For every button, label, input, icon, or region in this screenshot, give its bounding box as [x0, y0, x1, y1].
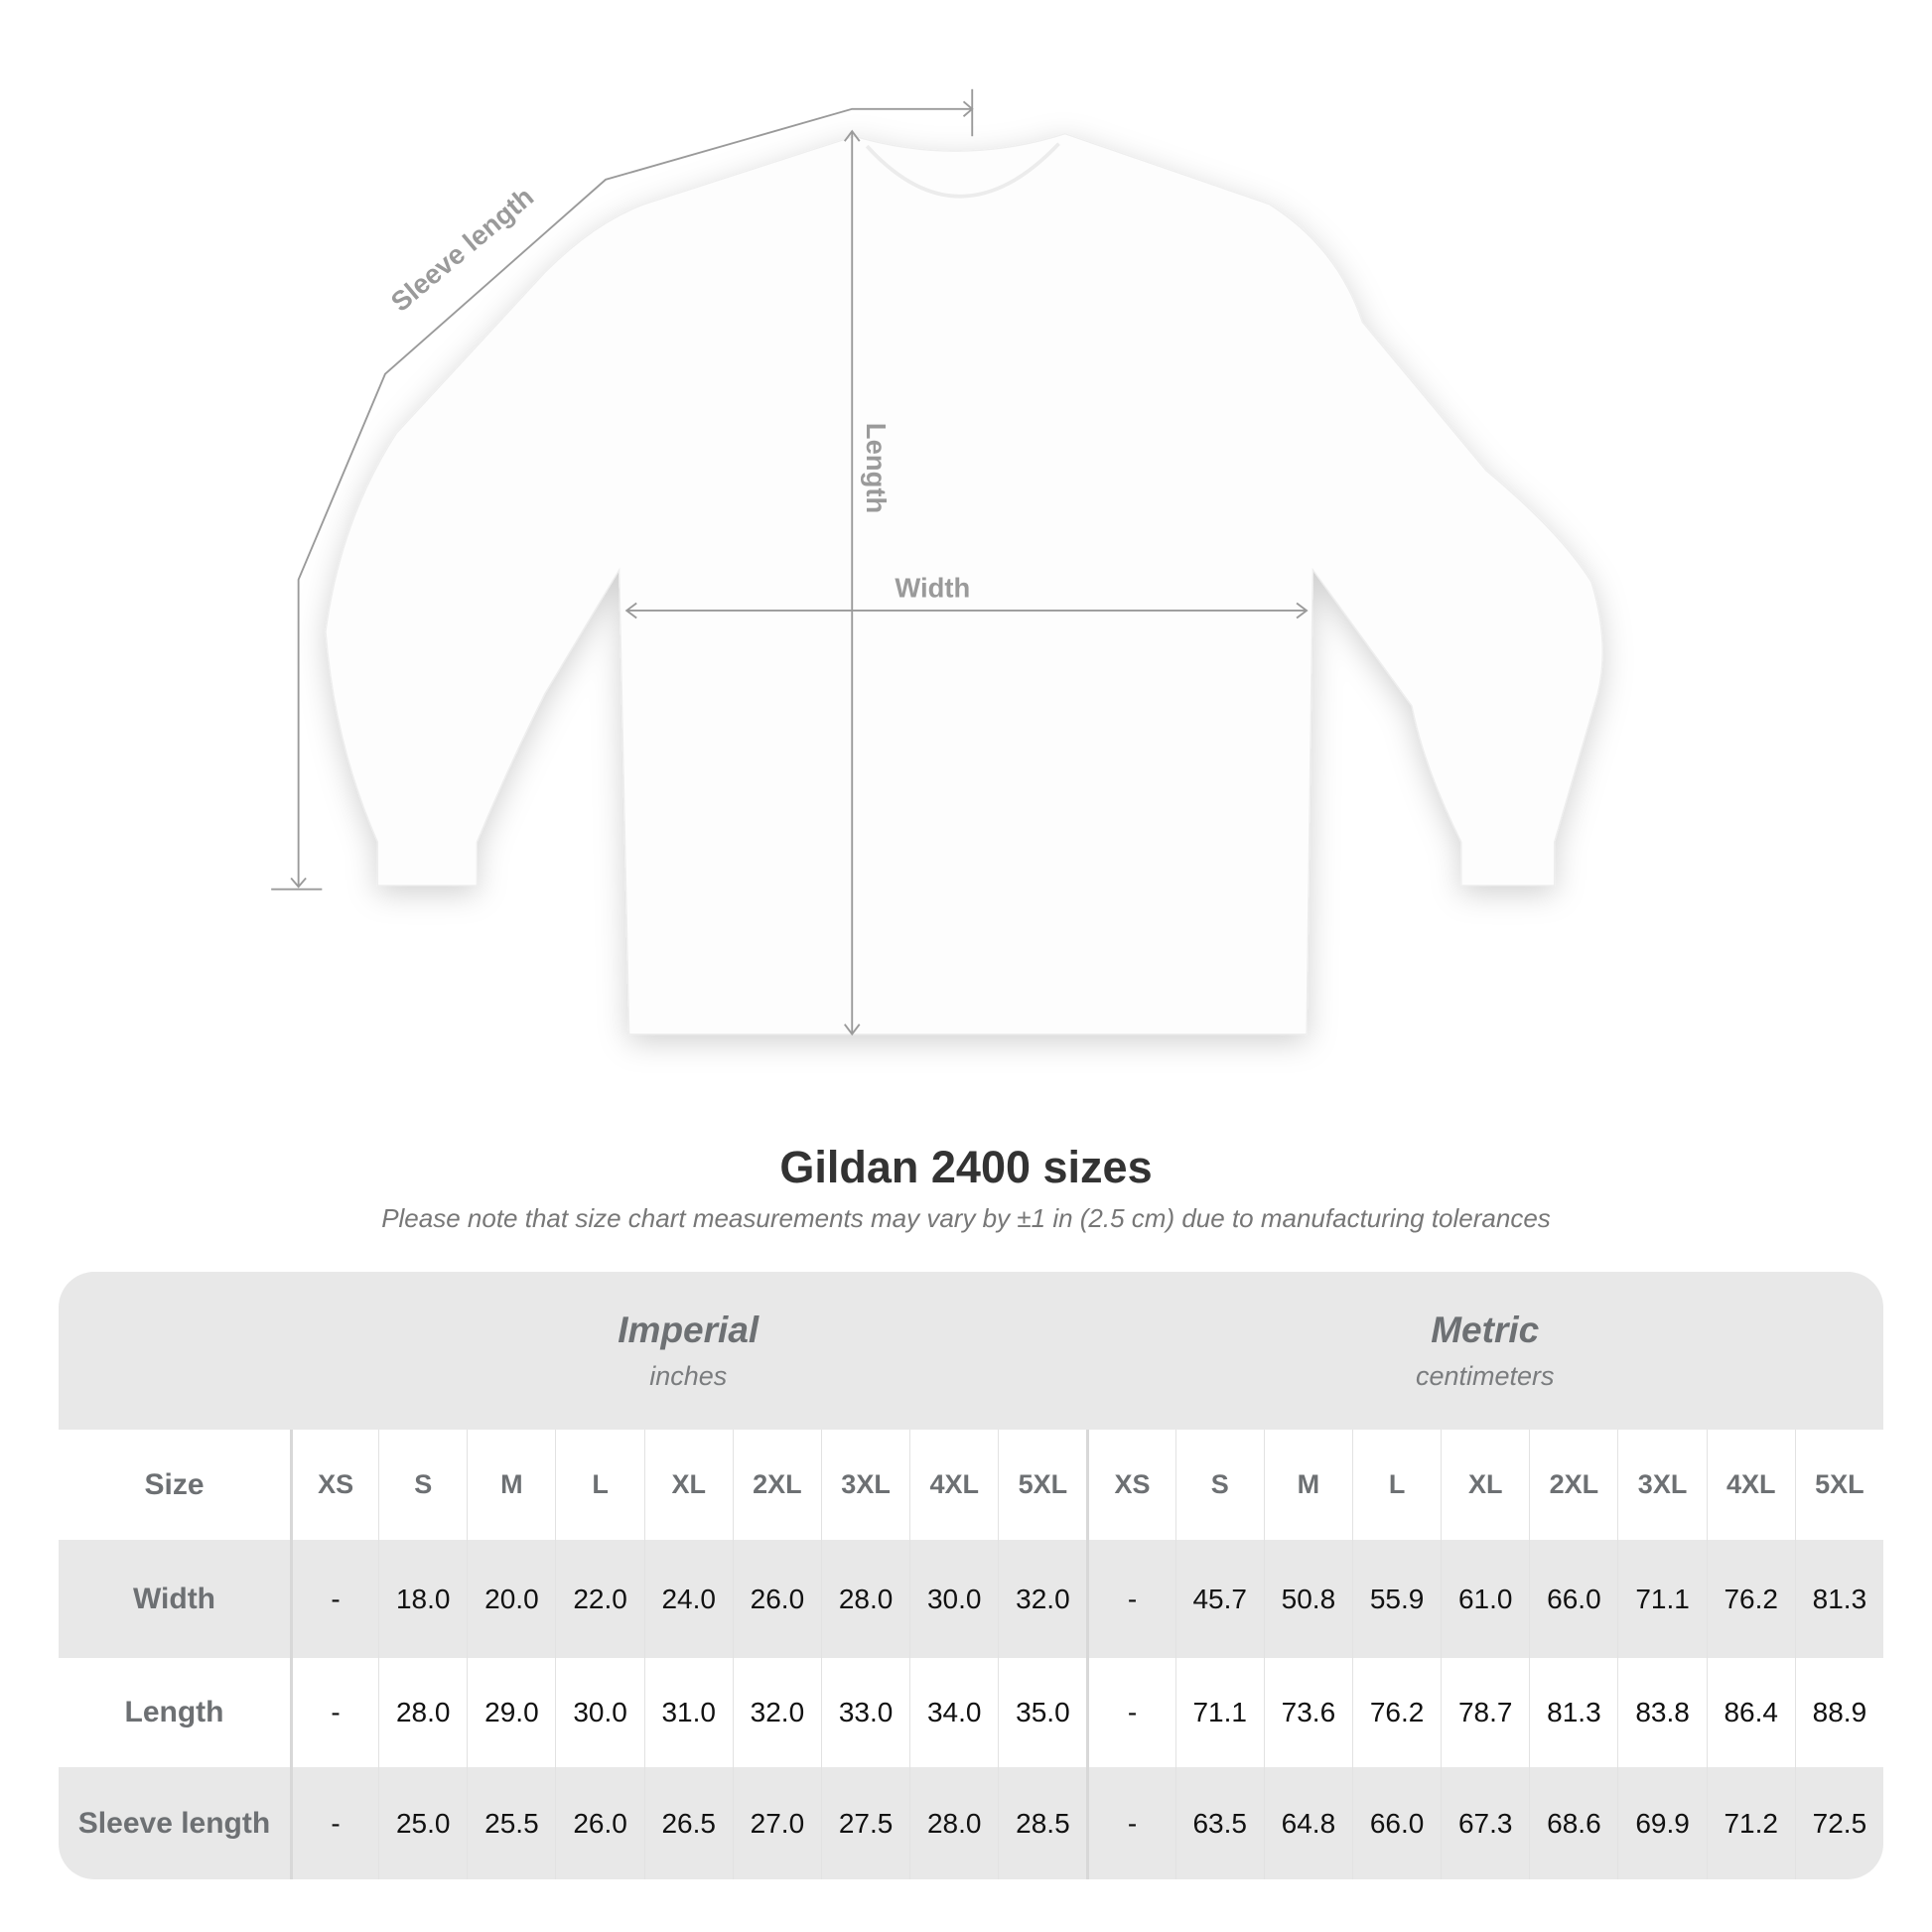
table-cell: 69.9 — [1617, 1767, 1707, 1879]
table-cell: 83.8 — [1617, 1658, 1706, 1767]
table-cell: 72.5 — [1794, 1767, 1883, 1879]
table-cell: 81.3 — [1794, 1540, 1883, 1658]
table-cell: 64.8 — [1263, 1767, 1352, 1879]
size-header-imperial-5xl: 5XL — [998, 1430, 1086, 1540]
table-cell: 25.0 — [378, 1767, 468, 1879]
table-cell: 29.0 — [467, 1658, 555, 1767]
size-header-metric-2xl: 2XL — [1529, 1430, 1617, 1540]
table-cell: 35.0 — [998, 1658, 1086, 1767]
size-header-imperial-xl: XL — [643, 1430, 733, 1540]
size-header-label: Size — [144, 1467, 205, 1501]
imperial-unit: inches — [649, 1361, 728, 1391]
table-cell: - — [1086, 1658, 1174, 1767]
table-cell: 32.0 — [998, 1540, 1087, 1658]
table-cell: 31.0 — [643, 1658, 733, 1767]
imperial-title: Imperial — [618, 1310, 759, 1350]
size-header-imperial-2xl: 2XL — [732, 1430, 821, 1540]
table-cell: 78.7 — [1441, 1658, 1529, 1767]
size-header-imperial-3xl: 3XL — [820, 1430, 909, 1540]
measurement-lines — [271, 88, 1309, 1036]
size-header-imperial-xs: XS — [290, 1430, 378, 1540]
size-header-metric-xs: XS — [1086, 1430, 1174, 1540]
table-cell: 30.0 — [909, 1540, 999, 1658]
collar — [865, 142, 1060, 199]
header-blank — [59, 1272, 290, 1430]
table-cell: 66.0 — [1529, 1540, 1618, 1658]
table-cell: 28.0 — [909, 1767, 999, 1879]
table-cell: 18.0 — [378, 1540, 468, 1658]
size-header-metric-4xl: 4XL — [1706, 1430, 1795, 1540]
size-header-metric-3xl: 3XL — [1617, 1430, 1706, 1540]
metric-unit: centimeters — [1415, 1361, 1555, 1391]
table-cell: 24.0 — [643, 1540, 733, 1658]
table-cell: 26.0 — [732, 1540, 821, 1658]
size-header-metric-m: M — [1263, 1430, 1352, 1540]
table-cell: 68.6 — [1529, 1767, 1618, 1879]
table-cell: - — [1086, 1767, 1175, 1879]
chart-title: Gildan 2400 sizes — [779, 1142, 1153, 1192]
table-cell: - — [1086, 1540, 1175, 1658]
size-header-imperial-4xl: 4XL — [909, 1430, 998, 1540]
size-table: Imperial inches Metric centimeters Size X… — [59, 1272, 1883, 1879]
size-header-metric-5xl: 5XL — [1794, 1430, 1883, 1540]
table-cell: 88.9 — [1794, 1658, 1883, 1767]
table-cell: 25.5 — [467, 1767, 556, 1879]
table-cell: 28.0 — [378, 1658, 467, 1767]
table-cell: 26.5 — [643, 1767, 733, 1879]
metric-header: Metric centimeters — [1086, 1272, 1883, 1430]
size-header-metric-s: S — [1174, 1430, 1264, 1540]
metric-title: Metric — [1431, 1310, 1540, 1350]
table-cell: 81.3 — [1529, 1658, 1617, 1767]
table-cell: 71.1 — [1174, 1658, 1264, 1767]
table-cell: 28.0 — [820, 1540, 910, 1658]
table-cell: 66.0 — [1351, 1767, 1442, 1879]
length-label: Length — [861, 423, 892, 513]
size-header-imperial-l: L — [555, 1430, 643, 1540]
table-cell: 33.0 — [820, 1658, 909, 1767]
table-cell: 20.0 — [467, 1540, 556, 1658]
table-cell: 34.0 — [909, 1658, 998, 1767]
size-header-imperial-s: S — [378, 1430, 467, 1540]
table-cell: 71.1 — [1617, 1540, 1707, 1658]
table-cell: 73.6 — [1263, 1658, 1352, 1767]
sleeve-length-label: Sleeve length — [385, 181, 539, 317]
size-header-metric-xl: XL — [1441, 1430, 1529, 1540]
tolerance-note: Please note that size chart measurements… — [381, 1203, 1551, 1233]
table-cell: 63.5 — [1174, 1767, 1264, 1879]
sleeve-length-line — [297, 107, 973, 888]
table-cell: 27.0 — [732, 1767, 821, 1879]
size-header-metric-l: L — [1351, 1430, 1441, 1540]
table-cell: 71.2 — [1706, 1767, 1795, 1879]
table-cell: - — [290, 1658, 378, 1767]
width-label: Width — [895, 572, 970, 603]
table-cell: 26.0 — [555, 1767, 644, 1879]
imperial-header: Imperial inches — [290, 1272, 1087, 1430]
table-cell: 28.5 — [998, 1767, 1087, 1879]
long-sleeve-shirt-illustration — [325, 133, 1603, 1035]
table-cell: 61.0 — [1441, 1540, 1530, 1658]
table-cell: - — [290, 1540, 379, 1658]
row-label: Width — [59, 1540, 290, 1658]
table-cell: 50.8 — [1263, 1540, 1352, 1658]
table-cell: 27.5 — [820, 1767, 910, 1879]
row-label: Length — [124, 1696, 224, 1728]
table-cell: 30.0 — [555, 1658, 643, 1767]
row-label: Sleeve length — [59, 1767, 290, 1879]
table-cell: 76.2 — [1706, 1540, 1795, 1658]
table-cell: - — [290, 1767, 379, 1879]
table-cell: 22.0 — [555, 1540, 644, 1658]
table-cell: 67.3 — [1441, 1767, 1530, 1879]
table-cell: 45.7 — [1174, 1540, 1264, 1658]
size-header-imperial-m: M — [467, 1430, 555, 1540]
table-cell: 55.9 — [1351, 1540, 1442, 1658]
table-cell: 76.2 — [1351, 1658, 1441, 1767]
table-cell: 32.0 — [732, 1658, 821, 1767]
table-cell: 86.4 — [1706, 1658, 1795, 1767]
